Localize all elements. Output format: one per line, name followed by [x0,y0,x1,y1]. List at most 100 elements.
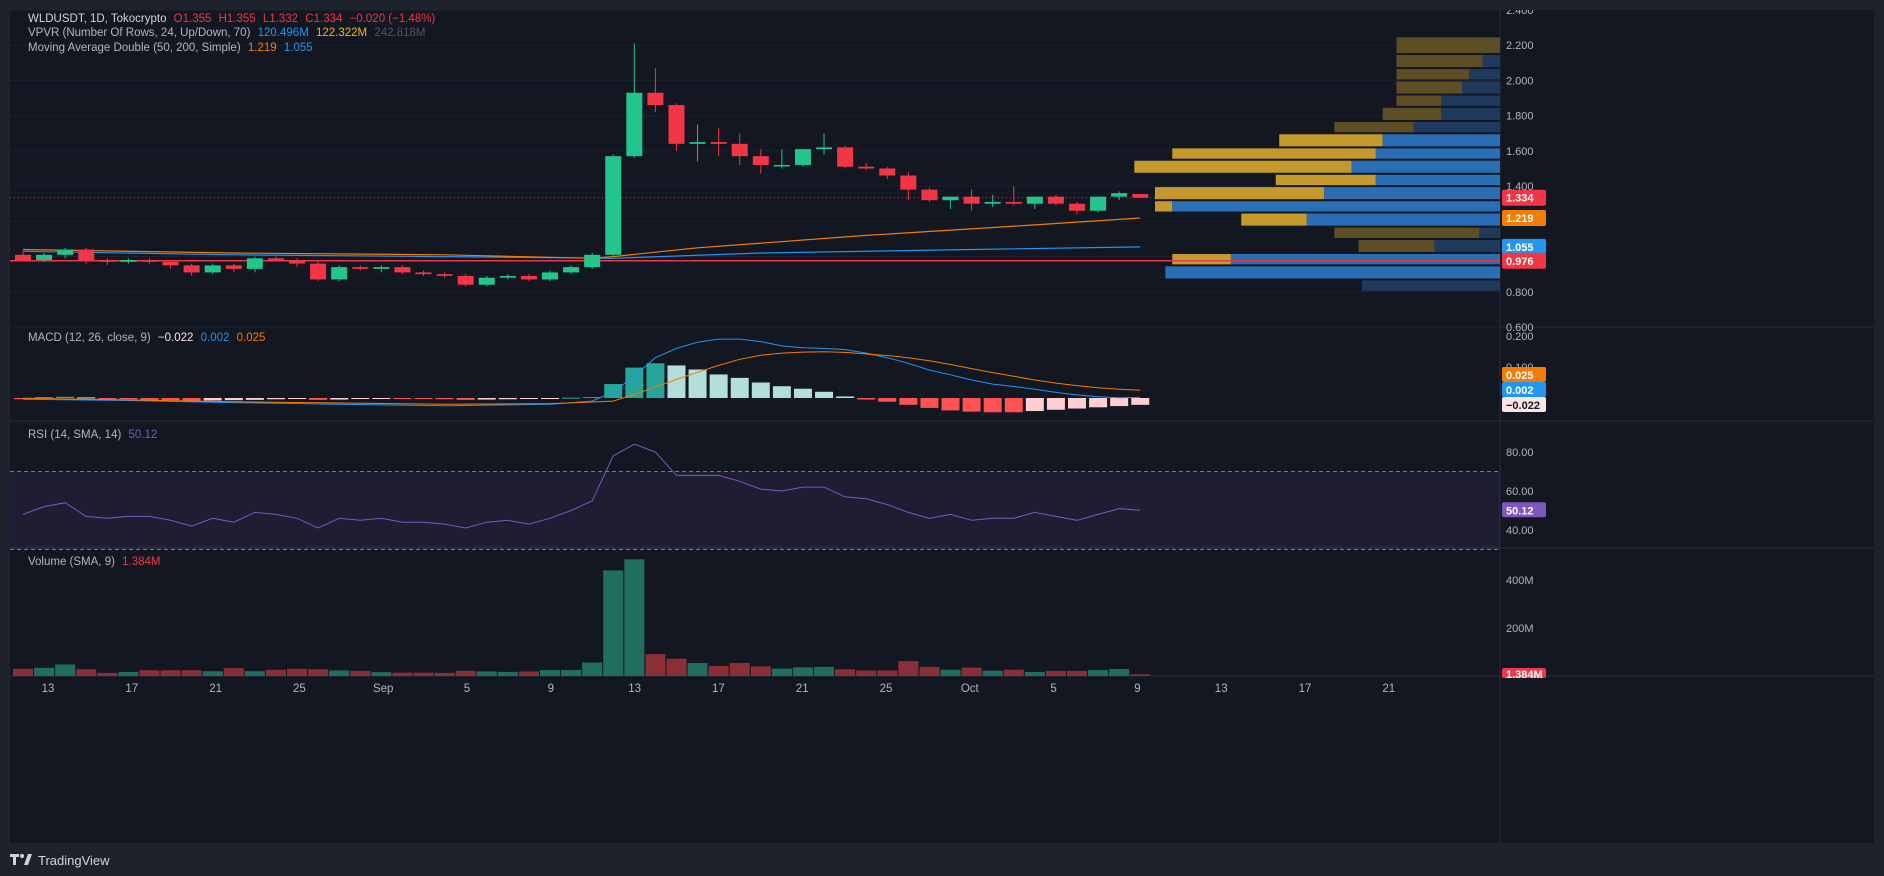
ma-legend: Moving Average Double (50, 200, Simple) … [28,42,317,54]
candle-body [626,92,643,157]
time-tick-label: 17 [712,683,725,695]
macd-hist-bar [245,398,264,400]
time-tick-label: 25 [880,683,893,695]
candle-body [246,258,263,269]
vpvr-up-bar [1468,69,1500,80]
candle-body [668,105,685,144]
branding-text: TradingView [38,852,110,868]
macd-signal-line [22,351,1141,405]
macd-hist-bar [625,367,644,398]
macd-line [22,338,1141,407]
price-tick-label: 2.000 [1506,75,1534,87]
rsi-value-label-bg [1502,502,1546,518]
chart-canvas[interactable]: 2.4002.2002.0001.8001.6001.4001.2001.000… [10,10,1874,843]
volume-bar [55,664,76,676]
volume-bar [792,667,813,676]
vpvr-down-bar [1279,134,1383,147]
volume-bar [329,670,350,676]
time-tick-label: 13 [628,683,641,695]
volume-bar [940,669,961,676]
vpvr-up-bar [1324,187,1500,200]
vpvr-up-bar [1434,239,1500,253]
candle-body [773,164,790,167]
candle-body [900,175,917,190]
volume-bar [1130,674,1151,676]
volume-bar [729,663,750,676]
macd-hist-bar [140,398,159,400]
vpvr-down-bar [1396,37,1500,54]
vpvr-down-bar [1396,69,1469,80]
candle-body [963,196,980,204]
macd-hist-bar [815,391,834,398]
macd-hist-bar [730,377,749,398]
candle-body [1005,201,1022,204]
volume-bar [118,671,139,676]
candle-body [1047,196,1064,204]
vpvr-up-bar [1306,213,1500,226]
time-tick-label: 17 [1299,683,1312,695]
candle-body [162,261,179,266]
candle-body [1026,196,1043,204]
ma50-price-label: 1.219 [1506,213,1534,225]
candle-body [731,143,748,157]
volume-bar [497,671,518,676]
ohlc-change: −0.020 (−1.48%) [349,13,436,25]
candle-body [373,267,390,269]
time-tick-label: Sep [373,683,393,695]
candle-body [331,267,348,280]
vpvr-down-bar [1275,174,1376,186]
vpvr-up-bar [1172,201,1500,212]
macd-hist-bar [519,398,538,399]
macd-hist-bar [1089,398,1108,408]
vpvr-up-bar [1479,227,1500,238]
ohlc-open: O1.355 [173,13,212,25]
volume-bar [750,666,771,676]
vpvr-down-bar [1155,201,1173,212]
volume-label: Volume (SMA, 9) [28,556,115,568]
vpvr-up-bar [1413,121,1500,133]
volume-bar [139,670,160,676]
volume-bar [223,668,244,676]
branding[interactable]: TradingView [10,848,110,872]
macd-hist-bar [330,398,349,400]
rsi-tick-label: 40.00 [1506,525,1534,537]
macd-hist-bar [562,397,581,399]
price-tick-label: 1.800 [1506,111,1534,123]
candle-body [689,142,706,144]
candle-body [99,260,116,262]
macd-hist-bar [793,388,812,398]
macd-hist-bar [35,397,54,399]
vpvr-label: VPVR (Number Of Rows, 24, Up/Down, 70) [28,27,251,39]
price-tick-label: 2.200 [1506,40,1534,52]
rsi-band [10,471,1500,550]
vpvr-down-bar [1334,121,1414,133]
volume-bar [1045,670,1066,676]
vpvr-down-bar [1382,107,1442,120]
macd-hist-bar [119,398,138,400]
candle-body [1132,194,1149,198]
macd-hist-bar [541,398,559,399]
macd-hist-bar [477,398,496,400]
volume-bar [265,669,286,676]
macd-hist-bar [1004,398,1023,413]
volume-value-label-bg [1502,668,1546,678]
candle-body [647,92,664,106]
macd-hist-bar [688,369,707,398]
macd-hist-bar [920,398,939,408]
ma50-price-label-bg [1502,209,1546,226]
candle-body [78,249,95,261]
volume-bar [666,658,687,676]
macd-tick-label: 0.200 [1506,331,1534,343]
time-tick-label: 25 [293,683,306,695]
ohlc-high: H1.355 [218,13,256,25]
vpvr-down-bar [1241,213,1307,226]
macd-hist-bar [941,398,960,411]
vpvr-total: 242.818M [374,27,426,39]
vpvr-down-bar [1396,55,1483,68]
volume-bar [771,668,792,676]
volume-bar [540,670,560,676]
candle-body [1090,196,1107,211]
candle-body [436,274,453,276]
macd-histogram [14,363,1150,413]
vpvr-down-bar [1358,239,1435,253]
